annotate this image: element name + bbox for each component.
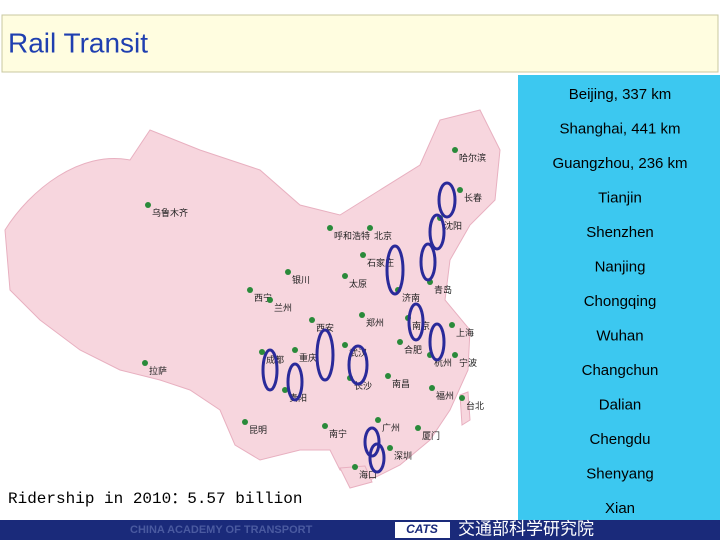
map-label: 沈阳 [444, 220, 462, 231]
map-label: 台北 [466, 400, 484, 411]
city-dot [342, 273, 348, 279]
map-label: 南京 [412, 320, 430, 331]
city-item: Shenyang [586, 465, 654, 482]
map-label: 乌鲁木齐 [152, 207, 188, 218]
china-map [4, 109, 501, 481]
map-label: 福州 [436, 390, 454, 401]
city-item: Guangzhou, 236 km [552, 155, 687, 172]
map-label: 深圳 [394, 451, 412, 461]
city-dot [387, 445, 393, 451]
city-dot [282, 387, 288, 393]
map-label: 昆明 [249, 425, 267, 435]
city-dot [142, 360, 148, 366]
city-dot [452, 147, 458, 153]
map-label: 广州 [382, 422, 400, 433]
city-item: Dalian [599, 396, 642, 413]
map-label: 杭州 [434, 357, 452, 368]
city-dot [145, 202, 151, 208]
city-item: Beijing, 337 km [569, 86, 672, 103]
city-item: Chongqing [584, 293, 657, 310]
city-item: Nanjing [595, 258, 646, 275]
footer-watermark: CHINA ACADEMY OF TRANSPORT [130, 524, 313, 536]
map-label: 呼和浩特 [334, 230, 370, 241]
map-label: 厦门 [422, 430, 440, 441]
city-dot [385, 373, 391, 379]
city-item: Shanghai, 441 km [560, 120, 681, 137]
map-label: 长春 [464, 192, 482, 203]
map-label: 兰州 [274, 302, 292, 313]
map-label: 合肥 [404, 344, 422, 355]
map-label: 北京 [374, 230, 392, 241]
city-dot [360, 252, 366, 258]
city-dot [327, 225, 333, 231]
city-dot [292, 347, 298, 353]
logo-box [395, 522, 450, 538]
city-panel [518, 75, 720, 520]
city-dot [415, 425, 421, 431]
footer-institute: 交通部科学研究院 [458, 519, 594, 538]
city-item: Chengdu [590, 431, 651, 448]
city-dot [452, 352, 458, 358]
city-dot [267, 297, 273, 303]
city-dot [459, 395, 465, 401]
map-label: 西安 [316, 322, 334, 333]
city-dot [449, 322, 455, 328]
city-item: Changchun [582, 362, 659, 379]
city-dot [367, 225, 373, 231]
city-item: Shenzhen [586, 224, 654, 241]
map-label: 石家庄 [367, 257, 394, 268]
city-dot [429, 385, 435, 391]
slide-title: Rail Transit [8, 27, 148, 58]
city-dot [457, 187, 463, 193]
city-item: Tianjin [598, 189, 642, 206]
map-label: 南宁 [329, 428, 347, 439]
map-label: 上海 [456, 327, 474, 338]
map-label: 南昌 [392, 378, 410, 389]
city-item: Wuhan [596, 327, 643, 344]
map-label: 宁波 [459, 357, 477, 368]
city-dot [309, 317, 315, 323]
city-dot [247, 287, 253, 293]
ridership-box [4, 486, 322, 510]
city-dot [285, 269, 291, 275]
footer-logo: CATS [406, 522, 438, 536]
map-label: 长沙 [354, 380, 372, 391]
map-label: 哈尔滨 [459, 152, 486, 163]
ridership: Ridership in 2010：5.57 billion [8, 490, 302, 508]
map-label: 郑州 [366, 317, 384, 328]
map-label: 拉萨 [149, 365, 167, 376]
map-label: 济南 [402, 292, 420, 303]
footer-bar [0, 520, 720, 540]
map-label: 太原 [349, 278, 367, 289]
map-label: 海口 [359, 469, 377, 480]
city-dot [375, 417, 381, 423]
title-box [1, 14, 719, 73]
map-label: 青岛 [434, 284, 452, 295]
map-label: 银川 [292, 274, 310, 285]
city-dot [242, 419, 248, 425]
city-dot [397, 339, 403, 345]
city-dot [359, 312, 365, 318]
city-dot [322, 423, 328, 429]
city-dot [352, 464, 358, 470]
map-label: 西宁 [254, 292, 272, 303]
city-dot [342, 342, 348, 348]
highlight-rings [261, 181, 457, 474]
city-dot [259, 349, 265, 355]
city-item: Xian [605, 500, 635, 517]
map-label: 武汉 [349, 347, 367, 358]
map-label: 重庆 [299, 352, 317, 363]
